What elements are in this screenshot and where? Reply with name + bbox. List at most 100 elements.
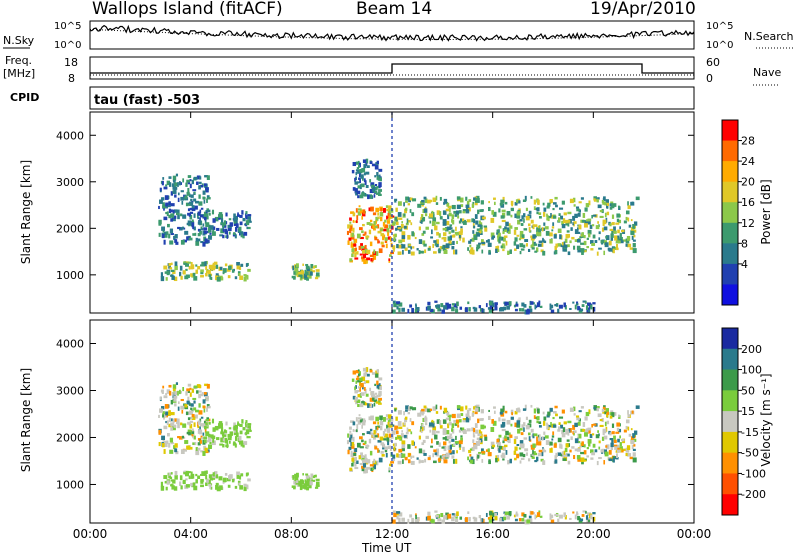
power-echo-cell [169,228,174,234]
velocity-echo-cell [633,433,636,437]
power-echo-cell [403,202,405,207]
velocity-echo-cell [164,480,168,484]
power-echo-cell [368,194,371,198]
power-echo-cell [542,239,545,243]
power-echo-cell [516,244,520,249]
velocity-echo-cell [234,443,237,448]
power-echo-cell [161,197,165,201]
power-echo-cell [175,173,179,177]
power-echo-cell [239,231,244,235]
velocity-echo-cell [423,417,428,422]
power-echo-cell [567,211,572,215]
velocity-echo-cell [240,442,243,447]
power-echo-cell [196,175,201,180]
velocity-echo-cell [502,440,505,444]
colorbar-tick-label: 16 [741,196,755,209]
velocity-echo-cell [195,479,198,484]
velocity-echo-cell [382,443,386,448]
power-echo-cell [437,308,441,312]
power-echo-cell [357,164,360,168]
power-echo-cell [533,243,538,246]
power-echo-cell [628,224,632,228]
power-echo-cell [369,223,373,226]
velocity-echo-cell [222,444,225,448]
velocity-echo-cell [490,441,495,447]
power-echo-cell [186,236,190,241]
velocity-echo-cell [382,430,386,436]
velocity-echo-cell [187,412,191,415]
power-echo-cell [158,232,161,237]
velocity-echo-cell [614,446,618,450]
power-echo-cell [578,201,582,204]
velocity-echo-cell [523,513,527,518]
power-echo-cell [439,308,442,312]
power-echo-cell [351,232,355,238]
power-echo-cell [551,226,555,229]
power-echo-cell [473,225,476,229]
power-echo-cell [168,264,171,269]
power-echo-cell [502,249,505,252]
velocity-echo-cell [491,419,494,424]
velocity-echo-cell [447,445,451,450]
velocity-echo-cell [471,446,475,452]
power-echo-cell [197,238,201,242]
velocity-echo-cell [352,429,355,432]
power-echo-cell [519,243,524,248]
power-echo-cell [218,213,222,218]
power-echo-cell [370,206,374,212]
power-echo-cell [180,196,185,201]
power-echo-cell [633,224,636,228]
velocity-echo-cell [623,429,627,433]
power-echo-cell [165,184,168,187]
power-echo-cell [394,233,397,238]
power-echo-cell [410,222,413,226]
velocity-echo-cell [351,457,355,462]
power-echo-cell [233,220,237,224]
power-echo-cell [503,306,507,311]
power-echo-cell [483,225,488,228]
power-echo-cell [488,249,491,253]
velocity-echo-cell [408,406,411,412]
velocity-echo-cell [191,388,195,393]
power-echo-cell [172,216,176,222]
power-echo-cell [228,231,231,235]
power-echo-cell [539,305,543,308]
power-echo-cell [354,247,357,251]
power-echo-cell [632,243,636,248]
velocity-echo-cell [210,434,214,439]
velocity-echo-cell [315,478,320,482]
velocity-echo-cell [302,473,304,476]
power-echo-cell [183,261,186,264]
power-echo-cell [513,241,517,246]
power-echo-cell [208,274,212,277]
power-echo-cell [239,214,243,218]
power-echo-cell [436,221,440,225]
velocity-echo-cell [238,435,242,441]
power-echo-cell [439,216,443,220]
power-echo-cell [484,227,488,232]
velocity-echo-cell [496,438,500,443]
power-echo-cell [378,189,383,192]
velocity-echo-cell [458,440,463,445]
velocity-echo-cell [401,453,406,458]
velocity-echo-cell [601,417,604,423]
velocity-echo-cell [469,448,473,451]
power-echo-cell [447,214,450,220]
velocity-echo-cell [590,449,594,454]
velocity-echo-cell [168,384,172,388]
velocity-echo-cell [543,449,547,453]
velocity-echo-cell [489,514,493,520]
freq-unit-label: [MHz] [3,67,35,80]
velocity-echo-cell [173,424,177,428]
velocity-echo-cell [591,424,594,428]
power-echo-cell [582,219,586,223]
velocity-echo-cell [576,417,580,421]
power-echo-cell [352,212,356,217]
velocity-echo-cell [538,425,542,428]
power-echo-cell [395,207,398,212]
velocity-echo-cell [449,417,451,422]
power-echo-cell [307,269,310,272]
power-echo-cell [222,225,225,231]
velocity-echo-cell [185,406,189,410]
velocity-echo-cell [498,517,502,522]
